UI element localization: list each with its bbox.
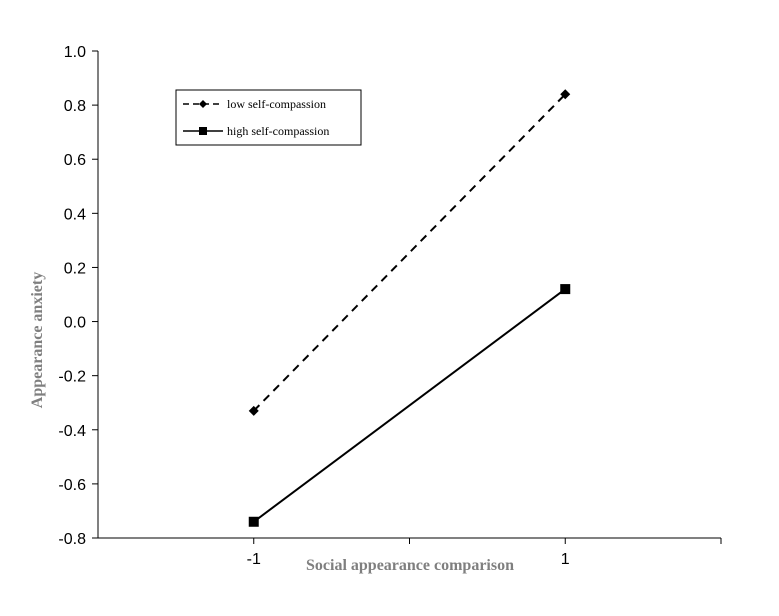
y-tick-label: 0.0 bbox=[64, 315, 86, 332]
legend-diamond-marker bbox=[199, 100, 207, 108]
y-tick-label: 0.2 bbox=[64, 260, 86, 277]
y-tick-label: -0.4 bbox=[58, 423, 86, 440]
series-high bbox=[248, 284, 571, 527]
x-axis-title: Social appearance comparison bbox=[306, 557, 514, 574]
legend-box bbox=[175, 89, 362, 146]
legend-item-high: high self-compassion bbox=[183, 124, 329, 138]
data-point-diamond bbox=[560, 89, 571, 100]
legend-item-low: low self-compassion bbox=[183, 97, 326, 111]
axes: -0.8 -0.6 -0.4 -0.2 0.0 0.2 0.4 0.6 0.8 1.0 -1 1 bbox=[58, 44, 722, 568]
x-tick-label: 1 bbox=[561, 551, 570, 568]
series-line bbox=[253, 288, 566, 523]
legend: low self-compassion high self-compassion bbox=[175, 89, 362, 146]
x-ticks: -1 1 bbox=[247, 538, 722, 568]
x-tick-label: -1 bbox=[247, 551, 261, 568]
y-axis-title: Appearance anxiety bbox=[29, 272, 46, 408]
series-low bbox=[248, 89, 571, 416]
y-tick-label: 1.0 bbox=[64, 44, 86, 61]
legend-label-low: low self-compassion bbox=[227, 97, 326, 111]
data-point-square bbox=[560, 284, 571, 295]
y-tick-label: 0.6 bbox=[64, 152, 86, 169]
y-tick-label: -0.8 bbox=[58, 531, 86, 548]
data-point-diamond bbox=[248, 405, 259, 416]
legend-label-high: high self-compassion bbox=[227, 124, 329, 138]
series-layer bbox=[248, 89, 571, 527]
y-tick-label: -0.6 bbox=[58, 477, 86, 494]
y-tick-label: 0.8 bbox=[64, 98, 86, 115]
y-tick-label: -0.2 bbox=[58, 369, 86, 386]
series-line bbox=[253, 93, 566, 412]
y-ticks: -0.8 -0.6 -0.4 -0.2 0.0 0.2 0.4 0.6 0.8 1.0 bbox=[58, 44, 98, 548]
y-tick-label: 0.4 bbox=[64, 206, 86, 223]
legend-square-marker bbox=[199, 127, 207, 135]
data-point-square bbox=[248, 516, 259, 527]
